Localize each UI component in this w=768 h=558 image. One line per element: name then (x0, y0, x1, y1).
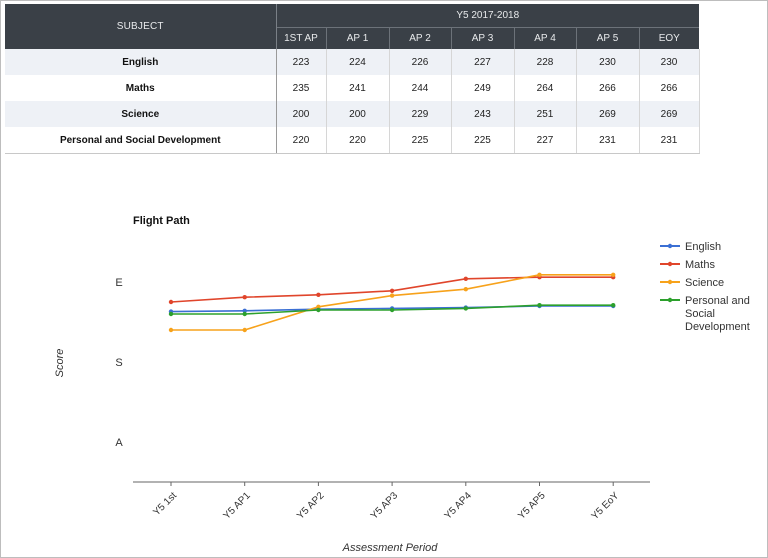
score-cell: 269 (576, 101, 640, 127)
y-tick-label: E (115, 277, 122, 289)
data-point (242, 308, 247, 313)
period-header: AP 5 (576, 27, 640, 49)
legend-label: Personal and Social Development (685, 295, 750, 333)
x-tick-label: Y5 AP1 (221, 490, 253, 522)
subject-cell: Maths (5, 75, 277, 101)
x-tick-label: Y5 EoY (590, 490, 622, 522)
x-tick-label: Y5 AP3 (369, 490, 401, 522)
score-cell: 220 (276, 127, 327, 154)
data-point (389, 307, 395, 313)
legend-swatch-dot (667, 279, 673, 285)
legend: English Maths Science Personal and Social Dev… (660, 241, 750, 333)
y-axis-label: Score (54, 349, 66, 378)
data-point (611, 303, 616, 308)
data-point (611, 272, 616, 277)
data-point (242, 295, 247, 300)
score-cell: 200 (276, 101, 327, 127)
data-point (242, 327, 247, 333)
legend-swatch-dot (667, 243, 673, 249)
period-header: 1ST AP (276, 27, 327, 49)
score-cell: 227 (514, 127, 577, 154)
data-point (316, 307, 321, 313)
period-header: AP 3 (451, 27, 515, 49)
period-header: AP 1 (326, 27, 390, 49)
period-header: AP 4 (514, 27, 577, 49)
score-cell: 223 (276, 49, 327, 75)
score-cell: 226 (389, 49, 452, 75)
x-axis-label: Assessment Period (342, 542, 439, 554)
chart-title: Flight Path (133, 215, 190, 227)
period-header: EOY (639, 27, 700, 49)
data-point (537, 303, 542, 308)
legend-label: English (685, 241, 721, 253)
score-cell: 251 (514, 101, 577, 127)
legend-swatch-dot (667, 261, 673, 267)
legend-label: Maths (685, 259, 715, 271)
table-row: English 223 224 226 227 228 230 230 (5, 49, 700, 75)
score-cell: 264 (514, 75, 577, 101)
score-cell: 266 (576, 75, 640, 101)
score-cell: 225 (451, 127, 515, 154)
score-cell: 220 (326, 127, 390, 154)
subject-column-header: SUBJECT (5, 4, 277, 49)
data-point (389, 293, 395, 298)
series-lines (168, 272, 616, 333)
score-cell: 227 (451, 49, 515, 75)
score-cell: 224 (326, 49, 390, 75)
score-cell: 229 (389, 101, 452, 127)
legend-item: English (660, 241, 721, 253)
data-point (537, 272, 542, 277)
y-tick-labels: E S A (115, 277, 123, 449)
data-point (389, 288, 395, 293)
subject-cell: Personal and Social Development (5, 127, 277, 154)
data-point (316, 292, 321, 297)
table-row: Science 200 200 229 243 251 269 269 (5, 101, 700, 127)
period-header: AP 2 (389, 27, 452, 49)
legend-item: Personal and Social Development (660, 295, 750, 333)
subject-cell: Science (5, 101, 277, 127)
legend-item: Science (660, 277, 724, 289)
year-column-header: Y5 2017-2018 (276, 4, 700, 28)
data-point (168, 299, 174, 305)
score-cell: 230 (639, 49, 700, 75)
data-point (168, 311, 174, 317)
table-row: Personal and Social Development 220 220 … (5, 127, 700, 154)
data-point (168, 327, 174, 333)
score-cell: 200 (326, 101, 390, 127)
grades-table: SUBJECT Y5 2017-2018 1ST AP AP 1 AP 2 AP… (5, 4, 700, 154)
score-cell: 244 (389, 75, 452, 101)
legend-item: Maths (660, 259, 715, 271)
score-cell: 230 (576, 49, 640, 75)
score-cell: 241 (326, 75, 390, 101)
score-cell: 231 (576, 127, 640, 154)
flight-path-chart: Flight Path Score Assessment Period ESA … (54, 215, 750, 554)
data-point (463, 276, 468, 281)
y-tick-label: A (115, 437, 123, 449)
score-cell: 269 (639, 101, 700, 127)
data-point (316, 304, 321, 309)
table-row: Maths 235 241 244 249 264 266 266 (5, 75, 700, 101)
score-cell: 266 (639, 75, 700, 101)
subject-cell: English (5, 49, 277, 75)
legend-label: Science (685, 277, 724, 289)
data-point (463, 287, 468, 292)
legend-swatch-dot (667, 297, 673, 303)
x-tick-labels: Y5 1st Y5 AP1 Y5 AP2 Y5 AP3 Y5 AP4 Y5 AP5 Y5 E… (151, 482, 622, 522)
score-cell: 225 (389, 127, 452, 154)
x-tick-label: Y5 AP4 (443, 490, 475, 522)
score-cell: 249 (451, 75, 515, 101)
x-tick-label: Y5 AP5 (516, 490, 548, 522)
score-cell: 231 (639, 127, 700, 154)
score-cell: 228 (514, 49, 577, 75)
x-tick-label: Y5 1st (151, 490, 179, 518)
y-tick-label: S (115, 357, 122, 369)
score-cell: 235 (276, 75, 327, 101)
data-point (463, 306, 468, 311)
data-point (242, 311, 247, 317)
series-line (171, 274, 614, 331)
score-cell: 243 (451, 101, 515, 127)
x-tick-label: Y5 AP2 (295, 490, 327, 522)
